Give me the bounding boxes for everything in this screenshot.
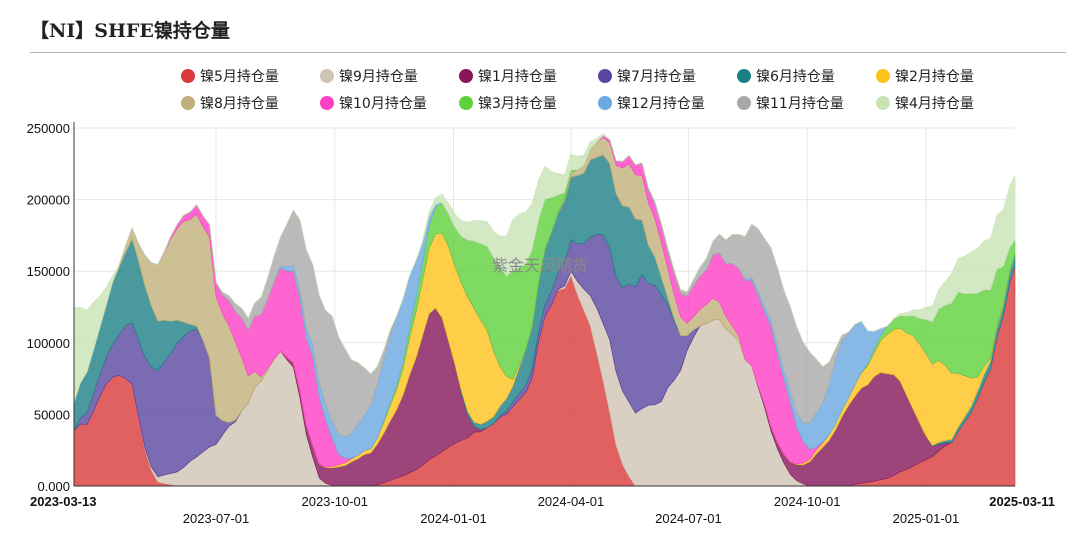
x-tick-label: 2023-10-01 bbox=[301, 494, 368, 509]
legend-item[interactable]: 镍9月持仓量 bbox=[317, 66, 456, 86]
chart-legend: 镍5月持仓量 镍9月持仓量 镍1月持仓量 镍7月持仓量 镍6月持仓量 镍2月持仓… bbox=[178, 62, 1058, 116]
legend-label: 镍2月持仓量 bbox=[895, 68, 974, 85]
axes: 0.000 50000 100000 150000 200000 250000 2023-0… bbox=[27, 121, 1055, 526]
legend-swatch bbox=[459, 95, 473, 110]
legend-swatch bbox=[181, 95, 195, 110]
y-tick-label: 250000 bbox=[27, 121, 70, 136]
legend-item[interactable]: 镍6月持仓量 bbox=[734, 66, 873, 86]
legend-row: 镍8月持仓量 镍10月持仓量 镍3月持仓量 镍12月持仓量 镍11月持仓量 镍4… bbox=[178, 89, 1058, 116]
series-area bbox=[73, 133, 1016, 403]
y-tick-label: 50000 bbox=[34, 407, 70, 422]
legend-swatch bbox=[876, 68, 890, 83]
y-tick-label: 100000 bbox=[27, 336, 70, 351]
page-title: 【NI】SHFE镍持仓量 bbox=[30, 20, 230, 42]
legend-label: 镍6月持仓量 bbox=[756, 68, 835, 85]
legend-item[interactable]: 镍7月持仓量 bbox=[595, 66, 734, 86]
legend-item[interactable]: 镍10月持仓量 bbox=[317, 93, 456, 113]
title-divider bbox=[30, 52, 1066, 53]
legend-swatch bbox=[181, 68, 195, 83]
legend-swatch bbox=[876, 95, 890, 110]
x-tick-label: 2024-07-01 bbox=[655, 511, 722, 526]
legend-swatch bbox=[598, 68, 612, 83]
legend-item[interactable]: 镍4月持仓量 bbox=[873, 93, 1012, 113]
legend-label: 镍11月持仓量 bbox=[756, 95, 844, 112]
legend-item[interactable]: 镍11月持仓量 bbox=[734, 93, 873, 113]
x-tick-label: 2024-01-01 bbox=[420, 511, 487, 526]
legend-label: 镍8月持仓量 bbox=[200, 95, 279, 112]
watermark-text: 紫金天风期货 bbox=[492, 256, 588, 275]
legend-swatch bbox=[737, 95, 751, 110]
legend-label: 镍5月持仓量 bbox=[200, 68, 279, 85]
legend-label: 镍12月持仓量 bbox=[617, 95, 705, 112]
y-tick-label: 0.000 bbox=[37, 479, 70, 494]
legend-label: 镍7月持仓量 bbox=[617, 68, 696, 85]
legend-item[interactable]: 镍8月持仓量 bbox=[178, 93, 317, 113]
legend-item[interactable]: 镍2月持仓量 bbox=[873, 66, 1012, 86]
legend-swatch bbox=[459, 68, 473, 83]
legend-row: 镍5月持仓量 镍9月持仓量 镍1月持仓量 镍7月持仓量 镍6月持仓量 镍2月持仓… bbox=[178, 62, 1058, 89]
legend-item[interactable]: 镍3月持仓量 bbox=[456, 93, 595, 113]
x-tick-label: 2025-01-01 bbox=[893, 511, 960, 526]
y-tick-label: 200000 bbox=[27, 193, 70, 208]
x-tick-label: 2025-03-11 bbox=[989, 494, 1055, 509]
x-tick-label: 2024-04-01 bbox=[538, 494, 605, 509]
legend-label: 镍4月持仓量 bbox=[895, 95, 974, 112]
legend-swatch bbox=[737, 68, 751, 83]
legend-label: 镍1月持仓量 bbox=[478, 68, 557, 85]
legend-item[interactable]: 镍5月持仓量 bbox=[178, 66, 317, 86]
plot-area bbox=[73, 133, 1016, 487]
x-tick-label: 2023-03-13 bbox=[30, 494, 97, 509]
legend-label: 镍10月持仓量 bbox=[339, 95, 427, 112]
legend-swatch bbox=[320, 68, 334, 83]
legend-item[interactable]: 镍12月持仓量 bbox=[595, 93, 734, 113]
x-tick-label: 2024-10-01 bbox=[774, 494, 841, 509]
legend-item[interactable]: 镍1月持仓量 bbox=[456, 66, 595, 86]
y-tick-label: 150000 bbox=[27, 264, 70, 279]
x-tick-label: 2023-07-01 bbox=[183, 511, 250, 526]
legend-label: 镍3月持仓量 bbox=[478, 95, 557, 112]
legend-swatch bbox=[320, 95, 334, 110]
legend-label: 镍9月持仓量 bbox=[339, 68, 418, 85]
legend-swatch bbox=[598, 95, 612, 110]
